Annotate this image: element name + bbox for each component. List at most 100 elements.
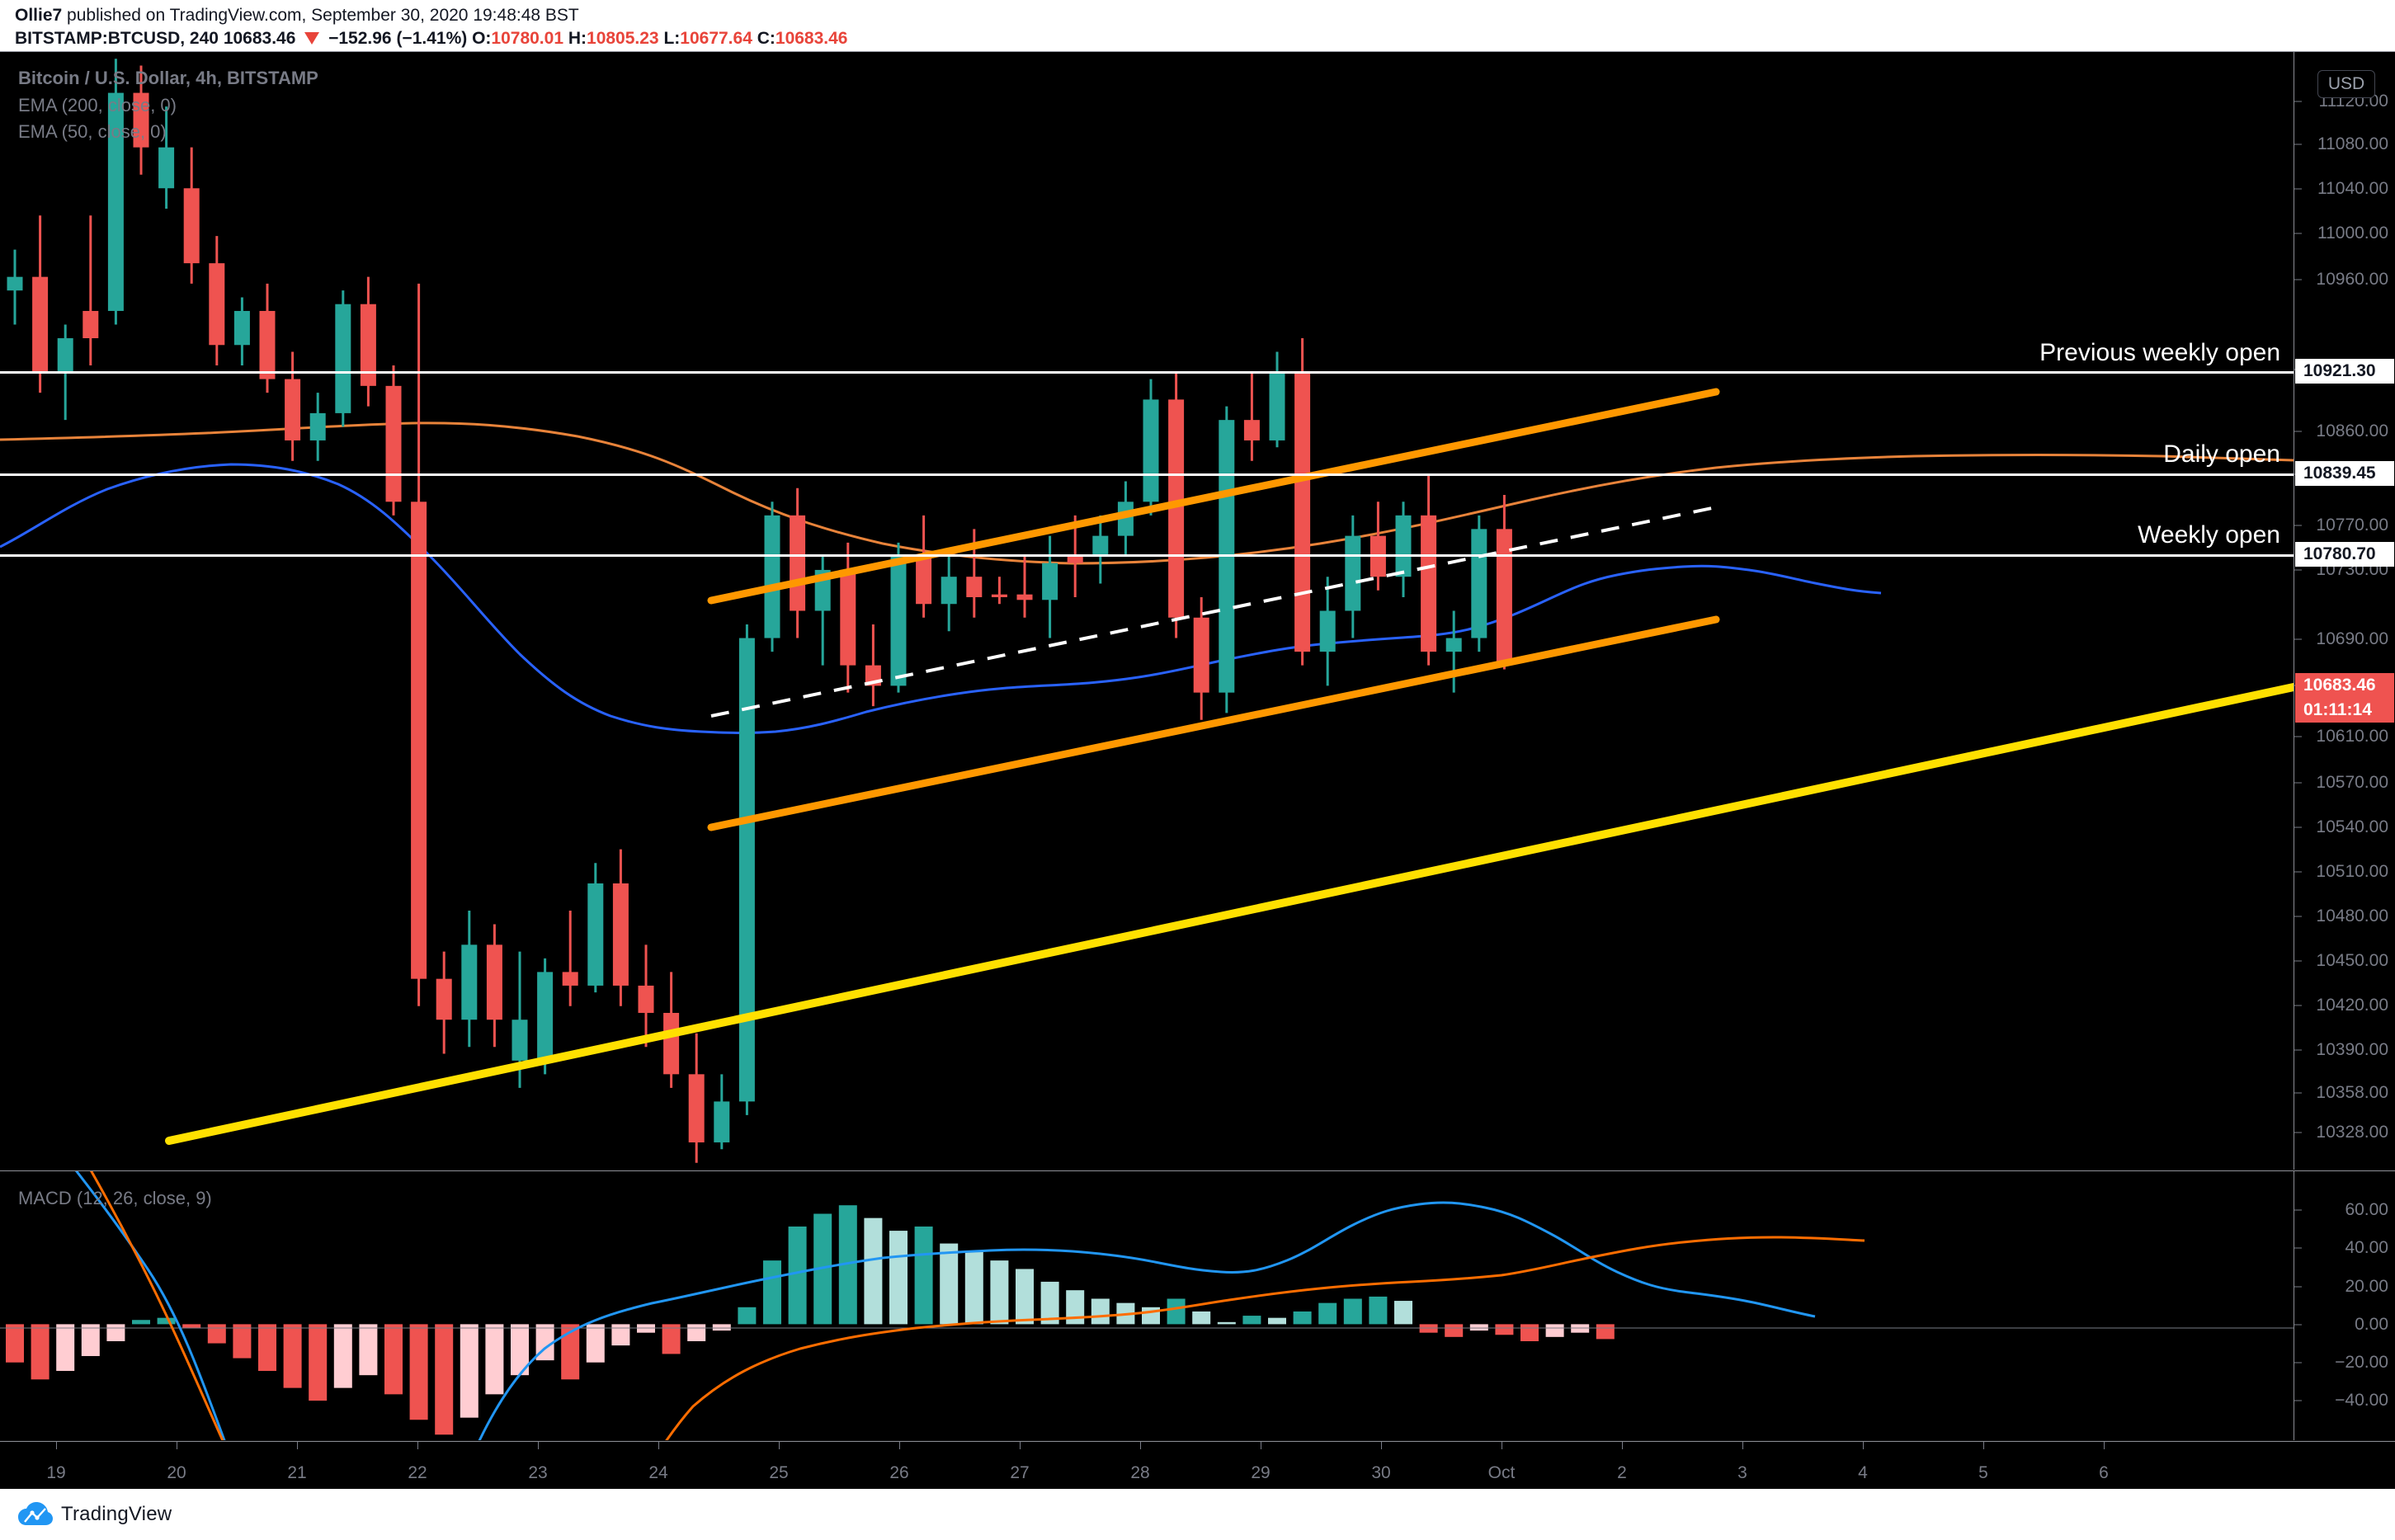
macd-histogram-bar [81, 1324, 100, 1357]
macd-histogram [6, 1205, 1615, 1435]
macd-tick-label: 0.00 [2355, 1315, 2388, 1334]
macd-tick-label: 20.00 [2345, 1277, 2388, 1296]
time-tick-label: 21 [287, 1463, 307, 1482]
time-tick-label: 23 [528, 1463, 548, 1482]
price-tick-mark [2294, 101, 2302, 102]
price-tick-label: 10770.00 [2316, 516, 2388, 535]
low-label: L: [663, 29, 681, 48]
candle-body [158, 147, 175, 189]
macd-signal-line [90, 1171, 1865, 1440]
price-tick-label: 10450.00 [2316, 951, 2388, 970]
candlestick-series [7, 59, 1512, 1163]
time-tick-mark [1622, 1442, 1623, 1449]
candle-body [1471, 529, 1487, 638]
macd-histogram-bar [1394, 1301, 1412, 1325]
support-trendline [165, 683, 2294, 1145]
macd-histogram-bar [309, 1324, 328, 1401]
macd-histogram-bar [1091, 1298, 1110, 1325]
price-tick-label: 11040.00 [2317, 179, 2388, 198]
candle-body [537, 972, 554, 1061]
price-tick-label: 10610.00 [2316, 727, 2388, 746]
time-tick-label: 19 [46, 1463, 66, 1482]
macd-histogram-bar [611, 1324, 630, 1346]
time-tick-mark [899, 1442, 900, 1449]
macd-histogram-bar [788, 1226, 807, 1325]
price-tick-mark [2294, 431, 2302, 432]
candle-body [941, 577, 957, 605]
macd-histogram-bar [1369, 1296, 1388, 1325]
macd-histogram-bar [964, 1251, 983, 1325]
macd-histogram-bar [940, 1243, 959, 1325]
macd-histogram-bar [1469, 1324, 1488, 1331]
channel-midline-dashed [710, 506, 1717, 718]
price-tick-label: 11000.00 [2317, 224, 2388, 243]
price-tick-mark [2294, 1005, 2302, 1006]
price-axis[interactable]: USD 11120.00 11080.00 11040.00 11000.00 1096… [2294, 52, 2395, 1170]
time-tick-mark [417, 1442, 418, 1449]
candle-body [916, 556, 932, 605]
macd-histogram-bar [763, 1260, 781, 1325]
prev-weekly-open-line [0, 371, 2294, 374]
macd-plot-area[interactable]: MACD (12, 26, close, 9) [0, 1170, 2294, 1440]
time-tick-label: 29 [1251, 1463, 1271, 1482]
time-tick-mark [297, 1442, 298, 1449]
macd-histogram-bar [460, 1324, 479, 1418]
weekly-open-price-label: 10780.70 [2295, 542, 2394, 567]
macd-histogram-bar [687, 1324, 706, 1341]
macd-histogram-bar [1596, 1324, 1615, 1340]
time-tick-mark [1020, 1442, 1021, 1449]
channel-upper-trendline [707, 388, 1720, 605]
weekly-open-label: Weekly open [2138, 521, 2280, 549]
time-tick-label: 22 [408, 1463, 427, 1482]
price-tick-mark [2294, 1049, 2302, 1051]
candle-body [385, 385, 402, 502]
macd-histogram-bar [864, 1217, 883, 1325]
candle-body [738, 638, 755, 1102]
time-tick-label: 28 [1130, 1463, 1150, 1482]
last-price: 10683.46 [223, 29, 296, 48]
candle-body [512, 1020, 528, 1061]
candle-body [1445, 638, 1462, 652]
prev-weekly-open-label: Previous weekly open [2039, 339, 2280, 366]
price-series-svg [0, 59, 2294, 1163]
price-tick-mark [2294, 827, 2302, 828]
macd-histogram-bar [1318, 1302, 1337, 1325]
price-plot-area[interactable]: Bitcoin / U.S. Dollar, 4h, BITSTAMP EMA … [0, 52, 2294, 1170]
macd-histogram-bar [1167, 1298, 1186, 1325]
daily-open-price-label: 10839.45 [2295, 461, 2394, 486]
macd-axis[interactable]: 60.00 40.00 20.00 0.00 −20.00 −40.00 [2294, 1170, 2395, 1440]
macd-histogram-bar [409, 1324, 428, 1420]
candle-body [1496, 529, 1512, 662]
time-tick-mark [538, 1442, 539, 1449]
candle-body [638, 985, 654, 1013]
high-label: H: [568, 29, 587, 48]
time-tick-mark [1381, 1442, 1382, 1449]
time-tick-mark [1863, 1442, 1864, 1449]
publication-byline: Ollie7 published on TradingView.com, Sep… [15, 4, 2395, 27]
symbol-label: BITSTAMP:BTCUSD, 240 [15, 29, 219, 48]
candle-body [107, 92, 124, 311]
candle-body [790, 515, 806, 611]
currency-badge[interactable]: USD [2317, 70, 2375, 98]
price-tick-label: 10358.00 [2316, 1083, 2388, 1102]
macd-histogram-bar [1192, 1311, 1211, 1325]
time-axis[interactable]: 19 20 21 22 23 24 25 26 27 28 29 30 Oct 2 3 4 5 6 [0, 1441, 2395, 1490]
macd-histogram-bar [561, 1324, 580, 1380]
time-tick-label: Oct [1487, 1463, 1516, 1482]
footer-bar: TradingView [0, 1489, 2395, 1540]
macd-histogram-bar [384, 1324, 403, 1395]
candle-body [714, 1101, 730, 1142]
price-tick-label: 10480.00 [2316, 907, 2388, 925]
tradingview-brand: TradingView [61, 1503, 172, 1525]
time-tick-mark [1140, 1442, 1141, 1449]
weekly-open-line [0, 554, 2294, 557]
macd-histogram-bar [157, 1317, 176, 1325]
time-tick-label: 6 [2099, 1463, 2109, 1482]
macd-histogram-bar [1419, 1324, 1438, 1333]
macd-histogram-bar [662, 1324, 681, 1354]
chart-legend-title: Bitcoin / U.S. Dollar, 4h, BITSTAMP [18, 68, 318, 88]
macd-histogram-bar [1016, 1269, 1034, 1325]
candle-body [1193, 617, 1209, 693]
candle-body [1395, 515, 1412, 577]
chart-container[interactable]: Bitcoin / U.S. Dollar, 4h, BITSTAMP EMA … [0, 51, 2395, 1490]
